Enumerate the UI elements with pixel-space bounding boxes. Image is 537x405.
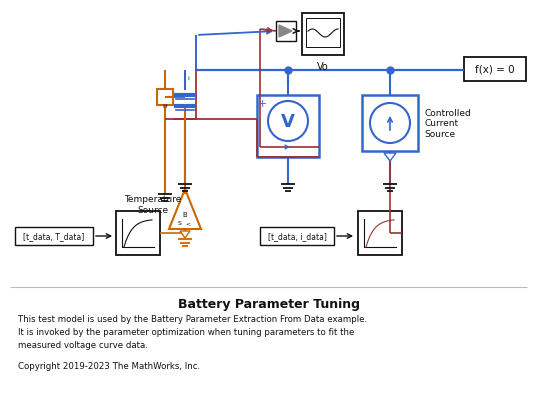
Text: V: V bbox=[281, 113, 295, 131]
Bar bbox=[157, 90, 173, 106]
Text: Battery Parameter Tuning: Battery Parameter Tuning bbox=[178, 297, 359, 310]
Circle shape bbox=[268, 102, 308, 142]
Circle shape bbox=[370, 104, 410, 144]
Text: +: + bbox=[257, 99, 267, 109]
Polygon shape bbox=[169, 190, 201, 230]
Text: <: < bbox=[185, 221, 191, 226]
Bar bbox=[302, 14, 344, 56]
Bar bbox=[362, 96, 418, 151]
Text: i: i bbox=[187, 76, 188, 81]
Text: f(x) = 0: f(x) = 0 bbox=[475, 65, 515, 75]
Bar bbox=[464, 58, 526, 82]
Bar bbox=[116, 211, 160, 256]
Text: Temperature
Source: Temperature Source bbox=[124, 195, 182, 214]
Bar bbox=[257, 96, 319, 158]
Text: Copyright 2019-2023 The MathWorks, Inc.: Copyright 2019-2023 The MathWorks, Inc. bbox=[18, 361, 200, 370]
Text: [t_data, i_data]: [t_data, i_data] bbox=[267, 232, 326, 241]
Text: Controlled
Current
Source: Controlled Current Source bbox=[424, 109, 471, 139]
Polygon shape bbox=[279, 26, 292, 38]
Text: S: S bbox=[178, 221, 182, 226]
Bar bbox=[306, 19, 340, 48]
Text: Vo: Vo bbox=[317, 62, 329, 72]
Text: It is invoked by the parameter optimization when tuning parameters to fit the: It is invoked by the parameter optimizat… bbox=[18, 327, 354, 336]
Bar bbox=[358, 211, 402, 256]
Text: [t_data, T_data]: [t_data, T_data] bbox=[24, 232, 85, 241]
Polygon shape bbox=[180, 231, 190, 239]
Bar bbox=[276, 22, 296, 42]
Text: measured voltage curve data.: measured voltage curve data. bbox=[18, 340, 148, 349]
Text: B: B bbox=[183, 211, 187, 217]
Bar bbox=[15, 228, 93, 245]
Text: H: H bbox=[163, 104, 168, 109]
Bar bbox=[260, 228, 334, 245]
Text: This test model is used by the Battery Parameter Extraction From Data example.: This test model is used by the Battery P… bbox=[18, 314, 367, 323]
Polygon shape bbox=[384, 153, 396, 162]
